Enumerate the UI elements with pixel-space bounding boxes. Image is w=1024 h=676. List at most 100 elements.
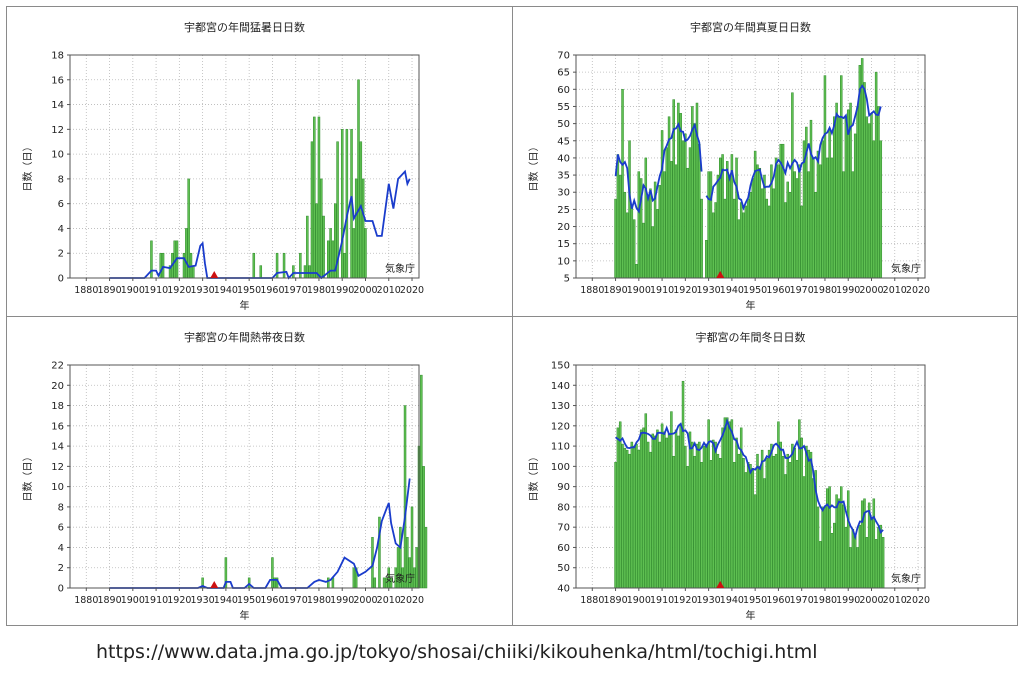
bar: [739, 202, 743, 279]
y-tick-label: 25: [557, 205, 570, 216]
y-tick-label: 10: [51, 150, 64, 161]
bar: [667, 433, 671, 589]
bar: [679, 425, 682, 589]
bar: [672, 99, 675, 279]
x-tick-label: 2020: [400, 285, 424, 296]
bar: [728, 178, 731, 279]
y-tick-label: 4: [58, 543, 64, 554]
bar: [721, 427, 724, 589]
x-tick-label: 1900: [121, 595, 145, 606]
bar: [814, 191, 817, 279]
bar: [751, 468, 755, 589]
y-tick-label: 18: [51, 401, 64, 412]
y-tick-label: 50: [557, 119, 570, 130]
y-tick-label: 18: [51, 51, 64, 62]
bar: [616, 154, 620, 279]
x-tick-label: 1880: [74, 595, 98, 606]
bar: [742, 458, 745, 589]
y-tick-label: 5: [564, 274, 570, 285]
bar: [663, 171, 666, 279]
bar: [788, 462, 792, 589]
x-tick-label: 1920: [167, 595, 191, 606]
bar: [793, 171, 796, 279]
x-axis-label: 年: [240, 299, 250, 312]
x-tick-label: 1970: [790, 595, 814, 606]
bar: [707, 171, 710, 279]
x-tick-label: 1950: [743, 285, 767, 296]
bar: [693, 123, 696, 279]
bar: [705, 443, 708, 589]
station-move-marker: [210, 271, 219, 278]
chart-title: 宇都宮の年間熱帯夜日数: [184, 330, 305, 344]
bar: [658, 441, 661, 589]
x-tick-label: 1910: [144, 285, 168, 296]
bar: [361, 178, 365, 279]
bar: [807, 449, 810, 589]
horizontal-divider: [7, 316, 1017, 317]
bar: [327, 577, 330, 589]
y-tick-label: 90: [557, 482, 570, 493]
bar: [424, 526, 428, 589]
y-tick-label: 50: [557, 563, 570, 574]
bar: [282, 252, 286, 279]
bar: [819, 541, 822, 589]
y-tick-label: 6: [58, 199, 64, 210]
y-tick-label: 40: [557, 584, 570, 595]
bar: [807, 171, 810, 279]
bar-series: [150, 79, 367, 279]
gridlines: [70, 54, 419, 279]
x-tick-label: 1980: [813, 285, 837, 296]
bar: [791, 443, 794, 589]
x-tick-label: 1990: [330, 285, 354, 296]
bar: [763, 174, 766, 279]
x-tick-label: 1950: [743, 595, 767, 606]
bar: [830, 533, 834, 589]
y-tick-label: 60: [557, 85, 570, 96]
bar: [614, 462, 617, 589]
bar: [292, 265, 295, 279]
x-tick-label: 1920: [673, 285, 697, 296]
bar: [719, 458, 722, 589]
bar: [656, 429, 659, 589]
bar: [614, 198, 617, 279]
bar: [856, 106, 859, 279]
bar: [192, 265, 195, 279]
bar: [744, 205, 748, 279]
bar: [823, 506, 827, 589]
bar: [420, 374, 423, 589]
x-tick-label: 1970: [790, 285, 814, 296]
bar: [732, 198, 736, 279]
bar: [860, 58, 864, 279]
bar: [705, 240, 708, 279]
bar: [809, 451, 813, 589]
bar: [345, 129, 349, 279]
bar: [252, 252, 256, 279]
bar: [746, 462, 750, 589]
bar: [881, 537, 885, 589]
bar-series: [614, 58, 883, 279]
bar: [767, 449, 771, 589]
bar: [870, 516, 873, 589]
y-tick-label: 30: [557, 188, 570, 199]
bar: [742, 212, 745, 279]
x-axis-label: 年: [746, 299, 756, 312]
bar: [716, 453, 720, 589]
bar-series: [614, 380, 885, 589]
x-axis-label: 年: [746, 609, 756, 622]
bar: [712, 212, 715, 279]
credit-label: 気象庁: [891, 262, 921, 275]
bar: [788, 191, 792, 279]
bar: [800, 437, 803, 589]
bar: [642, 222, 645, 279]
plot-frame: [69, 54, 420, 279]
chart-panel-midsummer-days: 宇都宮の年間真夏日日数 5 10 15 20 25 30 35 40 45 50 55 60 65 70 18…: [513, 7, 1018, 316]
y-tick-label: 140: [551, 381, 570, 392]
bar: [616, 427, 620, 589]
bar: [649, 451, 652, 589]
bar: [833, 522, 836, 589]
bar: [639, 429, 643, 589]
bar: [877, 106, 880, 279]
bar: [625, 212, 629, 279]
bar: [618, 174, 622, 279]
x-tick-label: 1910: [144, 595, 168, 606]
